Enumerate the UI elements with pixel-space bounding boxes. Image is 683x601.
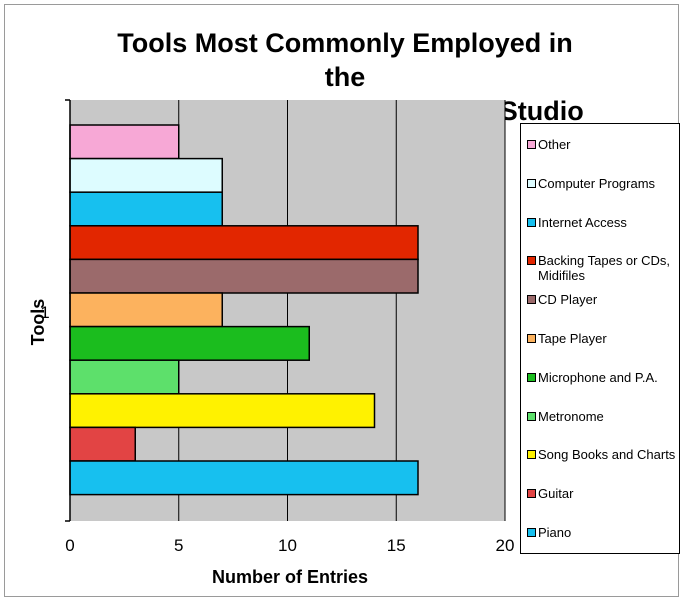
bar-other (69, 124, 180, 160)
legend-swatch (527, 140, 536, 149)
x-tick-label: 0 (65, 536, 74, 555)
legend-item: Computer Programs (527, 176, 678, 191)
bar-internet-access (69, 191, 223, 227)
bar-computer-programs (69, 157, 223, 193)
legend-swatch (527, 528, 536, 537)
legend-item: Microphone and P.A. (527, 370, 678, 385)
y-axis-label: Tools (28, 298, 48, 346)
legend-label: Computer Programs (538, 175, 656, 191)
legend-item: Metronome (527, 409, 678, 424)
legend-swatch (527, 178, 536, 188)
legend-label: Metronome (538, 408, 604, 424)
legend-item: CD Player (527, 292, 678, 307)
legend-label: Microphone and P.A. (538, 369, 658, 385)
legend-item: Internet Access (527, 215, 678, 230)
legend-label: Other (538, 137, 571, 152)
legend-label: Backing Tapes or CDs, Midifiles (538, 253, 670, 284)
bar-guitar (69, 426, 136, 462)
legend-swatch (527, 217, 536, 227)
legend-swatch (527, 295, 536, 305)
legend-label: Tape Player (538, 331, 607, 346)
legend-label: Guitar (538, 486, 574, 502)
legend-swatch (527, 489, 536, 499)
legend: Other Computer Programs Internet Access Bac… (520, 123, 680, 554)
chart-title-line-1: Tools Most Commonly Employed in the (117, 28, 573, 92)
legend-item: Guitar (527, 486, 678, 501)
y-category-label: 1 (40, 303, 49, 322)
x-axis-label: Number of Entries (211, 567, 369, 587)
legend-swatch (527, 334, 536, 343)
legend-item: Backing Tapes or CDs, Midifiles (527, 253, 678, 283)
legend-swatch (527, 411, 536, 421)
bar-cd-player (69, 258, 419, 294)
legend-item: Tape Player (527, 331, 678, 346)
bar-microphone-and-p-a- (69, 325, 310, 361)
legend-label: Internet Access (538, 214, 627, 230)
x-tick-label: 5 (174, 536, 183, 555)
legend-label: CD Player (538, 292, 598, 308)
legend-label: Song Books and Charts (538, 447, 676, 463)
bar-song-books-and-charts (69, 393, 376, 429)
x-tick-label: 15 (387, 536, 406, 555)
legend-swatch (527, 256, 536, 266)
legend-swatch (527, 450, 536, 460)
bar-metronome (69, 359, 180, 395)
legend-label: Piano (538, 525, 572, 540)
bar-tape-player (69, 292, 223, 328)
bar-piano (69, 460, 419, 496)
legend-item: Song Books and Charts (527, 447, 678, 462)
bar-backing-tapes-or-cds-midifiles (69, 225, 419, 261)
legend-item: Other (527, 137, 678, 152)
legend-item: Piano (527, 525, 678, 540)
x-tick-label: 10 (278, 536, 297, 555)
legend-swatch (527, 372, 536, 382)
x-tick-label: 20 (496, 536, 515, 555)
